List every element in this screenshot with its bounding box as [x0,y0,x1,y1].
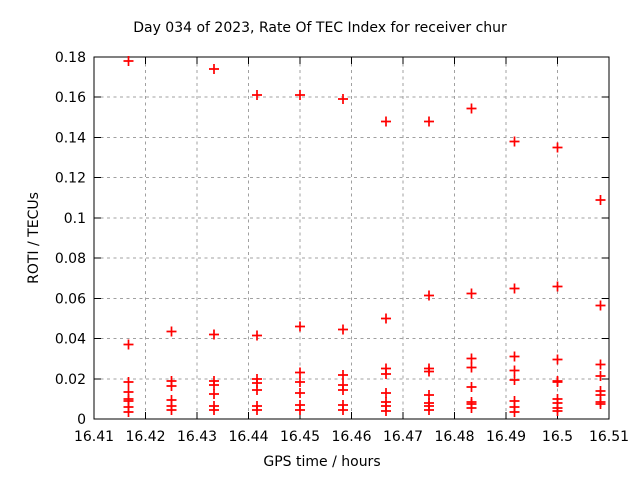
data-point-marker [552,354,563,365]
x-tick-label: 16.51 [589,429,629,445]
data-point-marker [424,116,434,127]
data-point-marker [295,377,305,387]
y-tick-label: 0.16 [55,90,86,106]
x-tick-labels: 16.41 16.42 16.43 16.44 16.45 16.46 16.47 16.48… [74,429,629,445]
y-tick-label: 0.18 [55,50,86,66]
x-tick-label: 16.45 [280,429,320,445]
data-point-marker [595,195,606,205]
data-point-marker [381,388,391,398]
y-tick-label: 0.12 [55,171,86,187]
data-point-marker [381,116,391,127]
data-point-marker [509,136,520,147]
data-point-marker [123,377,134,387]
x-axis-label: GPS time / hours [263,454,380,470]
x-tick-label: 16.43 [177,429,217,445]
x-tick-label: 16.48 [434,429,474,445]
data-point-marker [595,399,606,409]
y-tick-label: 0.06 [55,292,86,308]
y-tick-labels: 0 0.02 0.04 0.06 0.08 0.1 0.12 0.14 0.16 0.18 [55,50,86,428]
data-point-marker [381,406,391,416]
data-point-marker [209,329,219,340]
data-point-marker [123,407,134,417]
data-point-marker [295,405,305,415]
data-point-marker [552,142,563,153]
data-point-marker [466,362,477,373]
grid-lines [94,57,609,419]
data-point-marker [381,369,391,379]
x-tick-label: 16.5 [542,429,573,445]
data-point-marker [466,353,477,364]
data-point-marker [466,288,477,299]
data-point-marker [123,56,134,66]
data-point-marker [381,313,391,324]
data-point-marker [552,406,563,416]
data-point-marker [466,103,477,114]
data-point-marker [295,388,305,398]
data-point-marker [252,385,262,395]
data-point-marker [295,367,305,378]
y-tick-label: 0.02 [55,372,86,388]
data-point-marker [509,351,520,362]
data-point-marker [166,405,177,415]
data-point-marker [252,330,262,341]
data-point-marker [209,405,219,415]
y-tick-label: 0 [77,412,86,428]
data-point-marker [595,359,606,370]
y-tick-label: 0.08 [55,251,86,267]
y-tick-label: 0.04 [55,332,86,348]
x-tick-label: 16.44 [228,429,268,445]
data-point-marker [466,382,477,392]
data-point-marker [509,375,520,385]
y-tick-label: 0.1 [64,211,86,227]
x-tick-label: 16.49 [486,429,526,445]
data-point-marker [338,324,348,335]
data-point-marker [509,407,520,417]
data-point-marker [509,283,520,294]
y-axis-label: ROTI / TECUs [26,192,42,284]
data-point-marker [424,405,434,415]
data-point-marker [209,389,219,399]
data-points [123,56,606,417]
data-point-marker [552,377,563,387]
data-point-marker [338,385,348,395]
x-tick-label: 16.47 [383,429,423,445]
data-point-marker [209,64,219,74]
data-point-marker [509,365,520,376]
data-point-marker [552,281,563,292]
chart-title: Day 034 of 2023, Rate Of TEC Index for r… [133,20,507,36]
data-point-marker [209,380,219,390]
data-point-marker [338,405,348,415]
x-tick-label: 16.46 [331,429,371,445]
x-tick-label: 16.41 [74,429,114,445]
data-point-marker [295,321,305,332]
tick-marks [93,56,610,420]
data-point-marker [166,381,177,391]
data-point-marker [338,370,348,380]
data-point-marker [424,366,434,377]
x-tick-label: 16.42 [125,429,165,445]
data-point-marker [166,326,177,337]
data-point-marker [123,339,134,350]
data-point-marker [466,403,477,413]
data-point-marker [424,290,434,301]
data-point-marker [252,405,262,415]
data-point-marker [338,94,348,104]
data-point-marker [595,300,606,311]
data-point-marker [252,90,262,100]
data-point-marker [295,90,305,100]
data-point-marker [595,371,606,381]
y-tick-label: 0.14 [55,131,86,147]
